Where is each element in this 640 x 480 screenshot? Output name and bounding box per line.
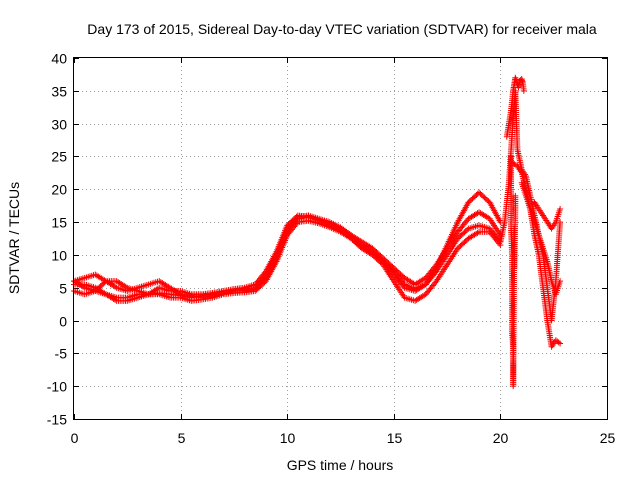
track-d-point [261,273,268,280]
axis-ticks: 0 5 10 15 20 25 40 35 30 25 20 15 10 5 0 -5 -10 -15 [47,51,616,447]
late-b-point [557,340,564,347]
y-tick-label: 35 [51,84,67,100]
y-tick-label: 10 [51,248,67,264]
track-b-point [432,279,439,286]
track-a-point [464,226,471,233]
chart-title: Day 173 of 2015, Sidereal Day-to-day VTE… [87,21,597,37]
y-tick-label: 20 [51,182,67,198]
x-axis-label: GPS time / hours [287,457,394,473]
x-tick-label: 10 [280,430,296,446]
track-d-point [389,267,396,274]
x-tick-label: 20 [493,430,509,446]
y-tick-label: -15 [47,412,67,428]
y-tick-label: 15 [51,215,67,231]
track-d-point [293,217,300,224]
y-tick-label: 25 [51,149,67,165]
peaks-point [520,87,527,94]
x-tick-label: 25 [600,430,616,446]
y-tick-label: 5 [59,281,67,297]
late-b-point [555,339,562,346]
late-d-point [557,205,564,212]
y-tick-label: -10 [47,379,67,395]
late-c-point [557,278,564,285]
drop-point [512,192,519,199]
y-tick-label: -5 [55,346,68,362]
y-tick-label: 40 [51,51,67,67]
x-tick-label: 5 [178,430,186,446]
plot-frame [73,57,608,420]
grid [74,58,607,419]
y-tick-label: 0 [59,314,67,330]
x-tick-label: 0 [71,430,79,446]
data-points [71,74,564,390]
y-axis-label: SDTVAR / TECUs [6,182,22,294]
x-tick-label: 15 [387,430,403,446]
y-tick-label: 30 [51,117,67,133]
